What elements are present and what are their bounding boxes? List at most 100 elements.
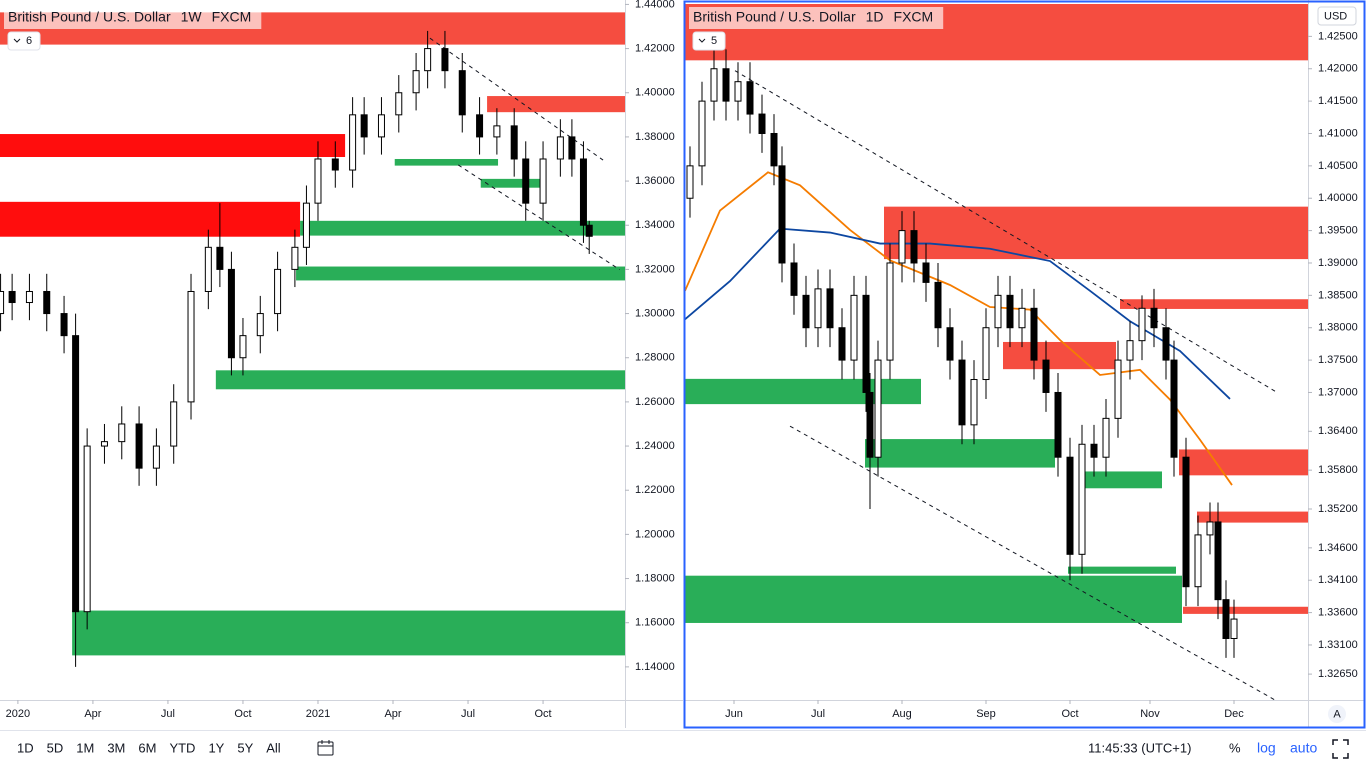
zone bbox=[1179, 449, 1308, 476]
charts: 1.14000 1.16000 1.18000 1.20000 1.22000 1.240… bbox=[0, 0, 1358, 720]
candle-body bbox=[778, 165, 786, 264]
candle-body bbox=[1206, 521, 1214, 536]
candle-body bbox=[1194, 534, 1202, 588]
candle-body bbox=[982, 327, 990, 381]
chevron-icon[interactable] bbox=[698, 38, 706, 43]
candle-body bbox=[1066, 456, 1074, 555]
range-button[interactable]: 1Y bbox=[208, 740, 224, 755]
zone bbox=[685, 575, 1182, 623]
x-tick-label: Nov bbox=[1140, 708, 1160, 720]
zone bbox=[1068, 566, 1176, 574]
y-tick-label: 1.22000 bbox=[635, 484, 675, 496]
x-tick-label: Jul bbox=[811, 708, 825, 720]
candle-body bbox=[291, 246, 299, 270]
candle-body bbox=[1170, 359, 1178, 458]
y-tick-label: 1.33100 bbox=[1318, 639, 1358, 651]
candle-body bbox=[1182, 456, 1190, 588]
legend-background bbox=[4, 7, 262, 29]
zone bbox=[685, 378, 921, 405]
candle-body bbox=[874, 359, 882, 458]
candle-body bbox=[579, 158, 587, 226]
range-button[interactable]: 1D bbox=[17, 740, 34, 755]
x-tick-label: Jul bbox=[461, 708, 475, 720]
auto-scale-label[interactable]: A bbox=[1333, 708, 1341, 720]
candle-body bbox=[135, 423, 143, 469]
zone bbox=[1183, 606, 1308, 614]
candle-body bbox=[493, 125, 501, 138]
x-tick-label: Jun bbox=[725, 708, 743, 720]
x-tick-label: 2020 bbox=[6, 708, 30, 720]
indicator-toggle[interactable] bbox=[692, 31, 726, 51]
range-button[interactable]: 5D bbox=[47, 740, 64, 755]
zone bbox=[1003, 341, 1116, 370]
y-tick-label: 1.32000 bbox=[635, 263, 675, 275]
candle-body bbox=[814, 288, 822, 329]
clock: 11:45:33 (UTC+1) bbox=[1088, 740, 1191, 755]
range-button[interactable]: 1M bbox=[76, 740, 94, 755]
y-tick-label: 1.38500 bbox=[1318, 289, 1358, 301]
candle-body bbox=[239, 335, 247, 359]
currency-button[interactable] bbox=[1317, 6, 1357, 26]
chevron-icon[interactable] bbox=[13, 38, 21, 43]
auto-scale-button[interactable] bbox=[1328, 705, 1346, 723]
x-tick-label: Oct bbox=[234, 708, 251, 720]
zone bbox=[300, 220, 625, 236]
range-button[interactable]: YTD bbox=[169, 740, 195, 755]
moving-average bbox=[685, 227, 1231, 400]
log-toggle[interactable]: log bbox=[1257, 740, 1276, 756]
candle-body bbox=[458, 70, 466, 116]
candle-body bbox=[866, 391, 874, 458]
range-button[interactable]: 6M bbox=[138, 740, 156, 755]
indicator-count[interactable]: 6 bbox=[26, 35, 32, 47]
candle-body bbox=[1150, 307, 1158, 329]
x-tick-label: Dec bbox=[1224, 708, 1244, 720]
candle-body bbox=[838, 327, 846, 361]
indicator-toggle[interactable] bbox=[7, 31, 41, 51]
candle-body bbox=[118, 423, 126, 443]
x-tick-label: Oct bbox=[1061, 708, 1078, 720]
candle-body bbox=[970, 379, 978, 426]
legend-title: British Pound / U.S. Dollar bbox=[8, 9, 171, 25]
candle-body bbox=[802, 294, 810, 329]
y-tick-label: 1.39500 bbox=[1318, 225, 1358, 237]
candle-body bbox=[698, 100, 706, 167]
auto-toggle[interactable]: auto bbox=[1290, 740, 1317, 756]
legend-background bbox=[689, 7, 944, 29]
zone bbox=[865, 439, 1055, 468]
candle-body bbox=[522, 158, 530, 204]
candle-body bbox=[510, 125, 518, 160]
y-tick-label: 1.30000 bbox=[635, 307, 675, 319]
range-button[interactable]: 3M bbox=[107, 740, 125, 755]
date-range-icon[interactable] bbox=[317, 740, 334, 756]
fullscreen-icon[interactable] bbox=[1332, 739, 1349, 759]
candle-body bbox=[790, 262, 798, 296]
candle-body bbox=[314, 158, 322, 204]
currency[interactable]: USD bbox=[1324, 10, 1347, 22]
y-tick-label: 1.34000 bbox=[635, 219, 675, 231]
candle-body bbox=[994, 294, 1002, 329]
candle-body bbox=[556, 136, 564, 160]
candle-body bbox=[758, 113, 766, 134]
x-tick-label: Jul bbox=[161, 708, 175, 720]
range-button[interactable]: 5Y bbox=[237, 740, 253, 755]
indicator-count[interactable]: 5 bbox=[711, 35, 717, 47]
y-tick-label: 1.18000 bbox=[635, 572, 675, 584]
zone bbox=[0, 134, 346, 158]
candle-body bbox=[686, 165, 694, 199]
trendline bbox=[734, 70, 1276, 392]
percent-toggle[interactable]: % bbox=[1229, 740, 1241, 755]
candle-body bbox=[1230, 618, 1238, 639]
y-tick-label: 1.38000 bbox=[635, 131, 675, 143]
candle-body bbox=[1162, 327, 1170, 361]
range-buttons: 1D 5D 1M 3M 6M YTD 1Y 5Y All bbox=[17, 740, 281, 755]
zone bbox=[1081, 471, 1162, 489]
candle-body bbox=[274, 268, 282, 315]
candle-body bbox=[585, 224, 593, 237]
candle-body bbox=[850, 294, 858, 361]
candle-body bbox=[256, 313, 264, 337]
trendline bbox=[789, 425, 1276, 700]
candle-body bbox=[43, 290, 51, 315]
range-button[interactable]: All bbox=[266, 740, 281, 755]
candle-body bbox=[539, 158, 547, 204]
y-tick-label: 1.35800 bbox=[1318, 464, 1358, 476]
